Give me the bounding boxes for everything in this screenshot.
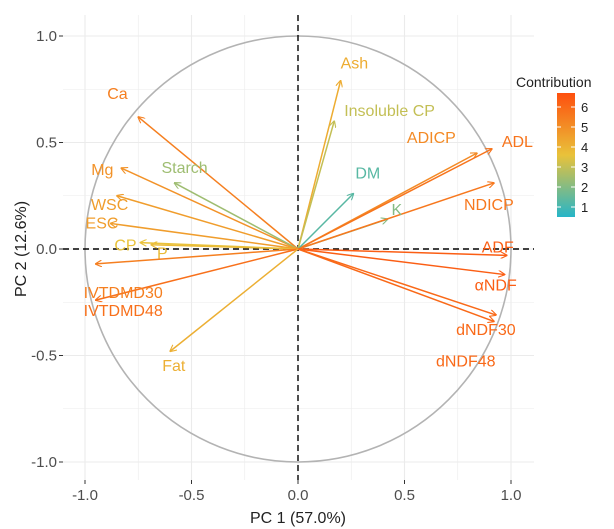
arrow-p [151, 245, 299, 250]
legend-tick-label: 3 [581, 160, 588, 175]
x-tick-label: -0.5 [179, 487, 205, 504]
legend: Contribution 6 5 4 3 2 1 [516, 74, 592, 217]
legend-tick-label: 4 [581, 140, 588, 155]
arrow-ash [297, 81, 341, 250]
label-ivtdmd48: IVTDMD48 [84, 303, 163, 320]
label-p: P [157, 246, 168, 263]
arrow-starch [174, 183, 299, 250]
label-ca: Ca [107, 86, 128, 103]
arrow-mg [121, 168, 299, 250]
label-insoluble-cp: Insoluble CP [344, 103, 435, 120]
legend-colorbar [557, 93, 575, 217]
label-dndf48: dNDF48 [436, 353, 496, 370]
label-dndf30: dNDF30 [456, 322, 516, 339]
x-tick-label: 0.5 [394, 487, 415, 504]
arrow-wsc [117, 196, 299, 250]
arrow-adf [297, 248, 507, 255]
x-axis-ticks: -1.0 -0.5 0.0 0.5 1.0 [72, 480, 521, 504]
label-cp: CP [114, 238, 136, 255]
arrow-ndicp [297, 183, 494, 250]
label-adicp: ADICP [407, 130, 456, 147]
label-adl: ADL [502, 134, 533, 151]
label-fat: Fat [162, 358, 186, 375]
y-tick-label: 0.0 [36, 241, 57, 258]
y-axis-title: PC 2 (12.6%) [13, 201, 30, 297]
arrow-ivtdmd48 [96, 248, 299, 300]
label-esc: ESC [86, 215, 119, 232]
label-αndf: αNDF [475, 278, 517, 295]
x-tick-label: 1.0 [501, 487, 522, 504]
y-tick-label: -0.5 [31, 348, 57, 365]
label-wsc: WSC [91, 197, 128, 214]
x-axis-title: PC 1 (57.0%) [250, 510, 346, 527]
arrow-esc [111, 223, 299, 250]
label-starch: Starch [161, 160, 207, 177]
arrow-dm [297, 194, 353, 250]
legend-ticks: 6 5 4 3 2 1 [557, 100, 588, 215]
label-mg: Mg [91, 162, 113, 179]
label-ash: Ash [341, 56, 369, 73]
label-k: K [391, 202, 402, 219]
arrow-fat [170, 248, 299, 351]
arrow-dndf30 [297, 248, 496, 315]
variable-labels: Ash Insoluble CP ADICP ADL DM K NDICP ADF αNDF dN… [84, 56, 533, 376]
arrow-αndf [297, 248, 505, 275]
legend-tick-label: 2 [581, 180, 588, 195]
y-tick-label: 0.5 [36, 135, 57, 152]
x-tick-label: -1.0 [72, 487, 98, 504]
arrow-ivtdmd30 [96, 248, 299, 264]
legend-tick-label: 1 [581, 200, 588, 215]
label-adf: ADF [482, 239, 514, 256]
y-tick-label: -1.0 [31, 454, 57, 471]
y-tick-label: 1.0 [36, 28, 57, 45]
arrow-ca [138, 117, 299, 250]
arrow-dndf48 [297, 248, 494, 321]
legend-tick-label: 5 [581, 120, 588, 135]
legend-tick-label: 6 [581, 100, 588, 115]
label-dm: DM [355, 166, 380, 183]
y-axis-ticks: -1.0 -0.5 0.0 0.5 1.0 [31, 28, 63, 471]
arrow-adl [297, 149, 492, 250]
legend-title: Contribution [516, 74, 592, 90]
label-ndicp: NDICP [464, 197, 514, 214]
arrow-insoluble-cp [297, 121, 334, 250]
variable-arrows [96, 81, 507, 352]
label-ivtdmd30: IVTDMD30 [84, 285, 163, 302]
x-tick-label: 0.0 [288, 487, 309, 504]
